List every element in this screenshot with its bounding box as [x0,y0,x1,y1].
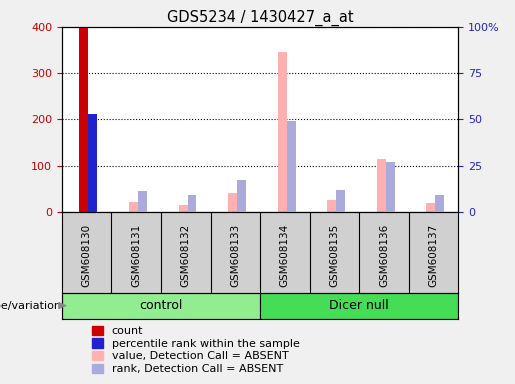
Text: GSM608137: GSM608137 [428,224,439,287]
Text: GSM608131: GSM608131 [131,224,141,287]
Bar [237,180,246,212]
Legend: count, percentile rank within the sample, value, Detection Call = ABSENT, rank, : count, percentile rank within the sample… [87,321,304,379]
Bar [89,114,97,212]
Text: GSM608132: GSM608132 [181,224,191,287]
Bar [435,195,444,212]
Bar [386,162,394,212]
Bar [336,190,345,212]
Bar [138,191,147,212]
Bar [328,200,336,212]
Bar [228,193,237,212]
Text: GSM608133: GSM608133 [230,224,241,287]
Bar [377,159,386,212]
Bar [129,202,138,212]
Text: GSM608136: GSM608136 [379,224,389,287]
Bar [426,204,435,212]
Title: GDS5234 / 1430427_a_at: GDS5234 / 1430427_a_at [167,9,353,25]
Bar [287,121,296,212]
Bar [260,293,458,319]
Bar [79,27,89,212]
Text: genotype/variation: genotype/variation [0,301,62,311]
Text: control: control [139,299,183,312]
Bar [179,205,187,212]
Bar [62,293,260,319]
Text: Dicer null: Dicer null [329,299,389,312]
Bar [187,195,196,212]
Text: GSM608135: GSM608135 [330,224,339,287]
Text: GSM608134: GSM608134 [280,224,290,287]
Bar [278,52,287,212]
Text: GSM608130: GSM608130 [81,224,92,287]
